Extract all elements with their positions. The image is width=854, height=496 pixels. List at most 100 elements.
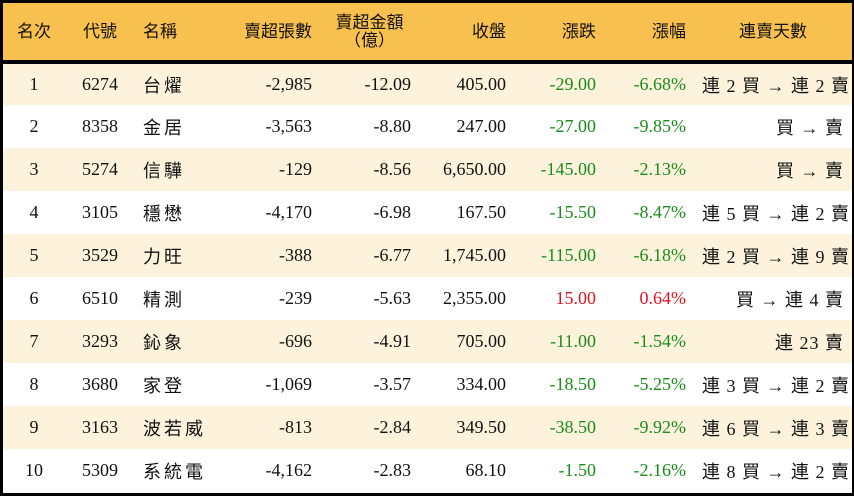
cell-consecutive-days: 連 2 買 → 連 2 賣 bbox=[702, 75, 850, 96]
cell-net-sell-shares: -4,170 bbox=[265, 202, 313, 222]
header-name: 名稱 bbox=[135, 3, 215, 64]
cell-change: -38.50 bbox=[549, 417, 597, 437]
cell-code: 5309 bbox=[82, 460, 118, 480]
cell-name: 精測 bbox=[143, 289, 185, 310]
cell-consecutive-days: 連 6 買 → 連 3 賣 bbox=[702, 418, 850, 439]
header-net-sell-amount: 賣超金額 （億） bbox=[320, 3, 419, 64]
cell-net-sell-shares: -129 bbox=[279, 159, 312, 179]
table-row: 10 5309 系統電 -4,162 -2.83 68.10 -1.50 -2.… bbox=[3, 449, 852, 492]
cell-close: 2,355.00 bbox=[443, 288, 506, 308]
cell-change: -145.00 bbox=[540, 159, 597, 179]
table-row: 7 3293 鈊象 -696 -4.91 705.00 -11.00 -1.54… bbox=[3, 320, 852, 363]
cell-name: 系統電 bbox=[143, 461, 206, 482]
cell-code: 3293 bbox=[82, 331, 118, 351]
net-sell-ranking-table: 名次 代號 名稱 賣超張數 賣超金額 （億） 收盤 漲跌 漲幅 連賣天數 1 6… bbox=[3, 3, 852, 492]
cell-code: 5274 bbox=[82, 159, 118, 179]
cell-change-pct: -6.18% bbox=[633, 245, 687, 265]
table-row: 8 3680 家登 -1,069 -3.57 334.00 -18.50 -5.… bbox=[3, 363, 852, 406]
cell-close: 6,650.00 bbox=[443, 159, 506, 179]
cell-close: 334.00 bbox=[456, 374, 507, 394]
cell-code: 3163 bbox=[82, 417, 118, 437]
header-code: 代號 bbox=[65, 3, 135, 64]
cell-net-sell-amount: -12.09 bbox=[364, 74, 412, 94]
cell-consecutive-days: 連 5 買 → 連 2 賣 bbox=[702, 203, 850, 224]
header-consecutive-days: 連賣天數 bbox=[694, 3, 852, 64]
cell-change: -11.00 bbox=[550, 331, 596, 351]
header-change-pct: 漲幅 bbox=[604, 3, 694, 64]
cell-name: 穩懋 bbox=[143, 203, 185, 224]
cell-consecutive-days: 連 8 買 → 連 2 賣 bbox=[702, 461, 850, 482]
cell-name: 鈊象 bbox=[143, 332, 185, 353]
cell-code: 3105 bbox=[82, 202, 118, 222]
cell-net-sell-amount: -6.77 bbox=[373, 245, 412, 265]
cell-net-sell-shares: -1,069 bbox=[265, 374, 313, 394]
cell-change: -27.00 bbox=[549, 116, 597, 136]
header-net-sell-amount-line2: （億） bbox=[344, 30, 395, 50]
cell-name: 信驊 bbox=[143, 160, 185, 181]
cell-name: 金居 bbox=[143, 117, 185, 138]
cell-name: 力旺 bbox=[143, 246, 185, 267]
cell-net-sell-shares: -2,985 bbox=[265, 74, 313, 94]
cell-net-sell-amount: -5.63 bbox=[373, 288, 412, 308]
cell-net-sell-amount: -2.84 bbox=[373, 417, 412, 437]
cell-rank: 7 bbox=[29, 331, 39, 351]
cell-rank: 2 bbox=[29, 116, 39, 136]
header-change: 漲跌 bbox=[514, 3, 604, 64]
cell-net-sell-shares: -239 bbox=[279, 288, 312, 308]
cell-change-pct: -9.85% bbox=[633, 116, 687, 136]
cell-consecutive-days: 買 → 賣 bbox=[776, 117, 844, 138]
cell-net-sell-amount: -3.57 bbox=[373, 374, 412, 394]
cell-net-sell-amount: -2.83 bbox=[373, 460, 412, 480]
cell-close: 705.00 bbox=[456, 331, 507, 351]
header-rank: 名次 bbox=[3, 3, 65, 64]
cell-net-sell-amount: -8.80 bbox=[373, 116, 412, 136]
cell-close: 349.50 bbox=[456, 417, 507, 437]
cell-net-sell-amount: -8.56 bbox=[373, 159, 412, 179]
cell-rank: 1 bbox=[29, 74, 39, 94]
cell-rank: 8 bbox=[29, 374, 39, 394]
cell-net-sell-amount: -6.98 bbox=[373, 202, 412, 222]
cell-close: 1,745.00 bbox=[443, 245, 506, 265]
cell-close: 405.00 bbox=[456, 74, 507, 94]
cell-net-sell-shares: -696 bbox=[279, 331, 312, 351]
cell-close: 247.00 bbox=[456, 116, 507, 136]
cell-net-sell-amount: -4.91 bbox=[373, 331, 412, 351]
table-row: 9 3163 波若威 -813 -2.84 349.50 -38.50 -9.9… bbox=[3, 406, 852, 449]
cell-rank: 3 bbox=[29, 159, 39, 179]
cell-consecutive-days: 買 → 賣 bbox=[776, 160, 844, 181]
cell-code: 6274 bbox=[82, 74, 118, 94]
cell-net-sell-shares: -388 bbox=[279, 245, 312, 265]
cell-change-pct: -6.68% bbox=[633, 74, 687, 94]
cell-change: -15.50 bbox=[549, 202, 597, 222]
cell-close: 68.10 bbox=[465, 460, 507, 480]
cell-change-pct: -1.54% bbox=[633, 331, 687, 351]
cell-change: -115.00 bbox=[541, 245, 596, 265]
cell-rank: 10 bbox=[25, 460, 43, 480]
cell-rank: 6 bbox=[29, 288, 39, 308]
cell-code: 6510 bbox=[82, 288, 118, 308]
cell-change-pct: -2.16% bbox=[633, 460, 687, 480]
cell-consecutive-days: 買 → 連 4 賣 bbox=[736, 289, 844, 310]
cell-change: -18.50 bbox=[549, 374, 597, 394]
cell-change: -29.00 bbox=[549, 74, 597, 94]
cell-rank: 4 bbox=[29, 202, 39, 222]
cell-consecutive-days: 連 23 賣 bbox=[775, 332, 844, 353]
table-row: 6 6510 精測 -239 -5.63 2,355.00 15.00 0.64… bbox=[3, 277, 852, 320]
cell-change-pct: -5.25% bbox=[633, 374, 687, 394]
cell-code: 8358 bbox=[82, 116, 118, 136]
cell-net-sell-shares: -4,162 bbox=[265, 460, 313, 480]
header-close: 收盤 bbox=[419, 3, 514, 64]
cell-code: 3680 bbox=[82, 374, 118, 394]
cell-consecutive-days: 連 3 買 → 連 2 賣 bbox=[702, 375, 850, 396]
cell-name: 台燿 bbox=[143, 75, 185, 96]
table-body: 1 6274 台燿 -2,985 -12.09 405.00 -29.00 -6… bbox=[3, 62, 852, 492]
cell-rank: 9 bbox=[29, 417, 39, 437]
cell-change-pct: -8.47% bbox=[633, 202, 687, 222]
cell-consecutive-days: 連 2 買 → 連 9 賣 bbox=[702, 246, 850, 267]
cell-change: 15.00 bbox=[555, 288, 597, 308]
table-row: 4 3105 穩懋 -4,170 -6.98 167.50 -15.50 -8.… bbox=[3, 191, 852, 234]
table-row: 1 6274 台燿 -2,985 -12.09 405.00 -29.00 -6… bbox=[3, 62, 852, 105]
table-row: 2 8358 金居 -3,563 -8.80 247.00 -27.00 -9.… bbox=[3, 105, 852, 148]
cell-change-pct: -9.92% bbox=[633, 417, 687, 437]
